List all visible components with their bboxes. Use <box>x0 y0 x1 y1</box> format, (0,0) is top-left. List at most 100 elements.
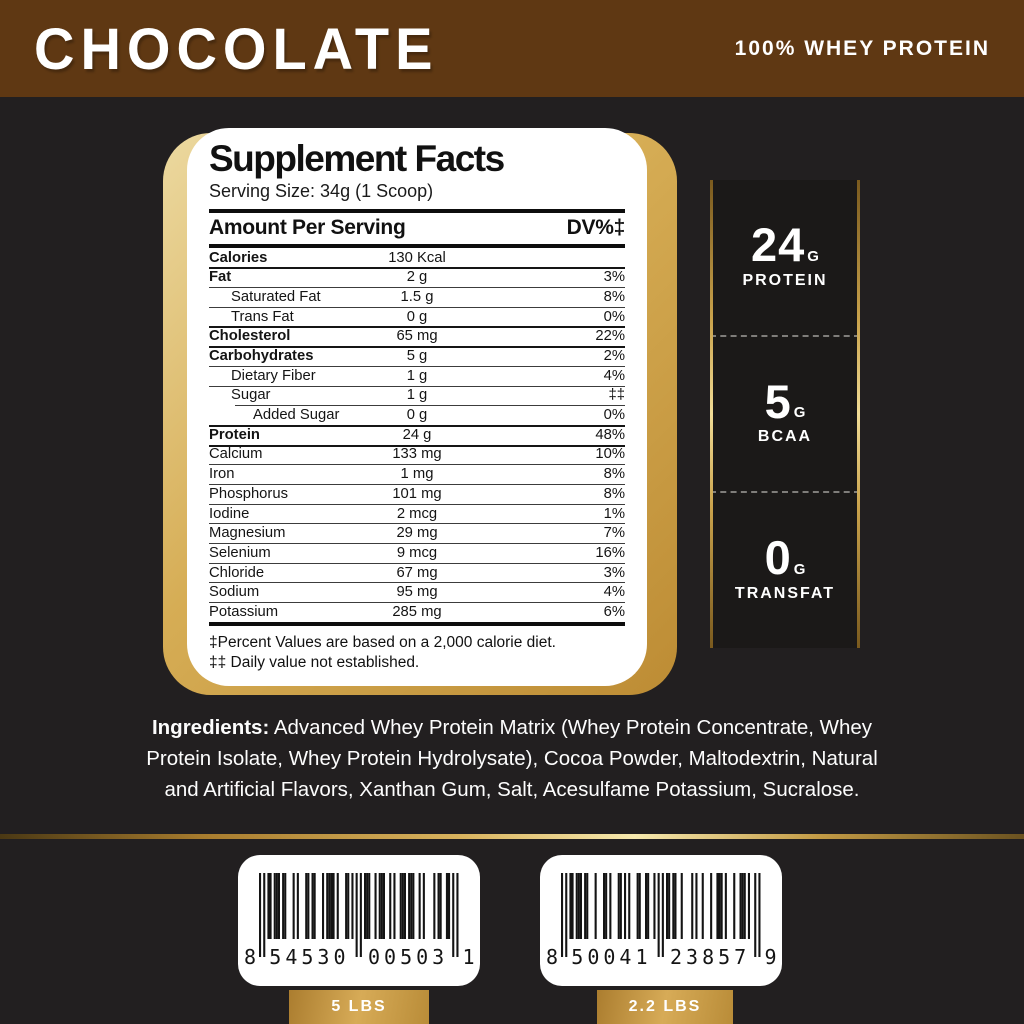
footnotes: ‡Percent Values are based on a 2,000 cal… <box>209 633 625 674</box>
nutrient-dv: 8% <box>603 485 625 502</box>
dv-header: DV%‡ <box>566 216 626 240</box>
ingredients-text: Advanced Whey Protein Matrix (Whey Prote… <box>146 716 878 802</box>
nutrient-name: Potassium <box>209 603 279 620</box>
barcode: 8 54530 00503 1 <box>243 855 475 974</box>
flavor-title: CHOCOLATE <box>34 15 439 82</box>
nutrient-amount: 1 g <box>406 387 428 404</box>
svg-text:00503: 00503 <box>368 945 448 969</box>
highlight-protein: 24 G PROTEIN <box>710 180 860 335</box>
nutrient-amount: 133 mg <box>392 446 442 463</box>
facts-row: Cholesterol 65 mg 22% <box>209 326 625 346</box>
svg-text:9: 9 <box>765 945 777 969</box>
nutrient-amount: 285 mg <box>392 603 442 620</box>
nutrient-dv: 0% <box>603 407 625 424</box>
nutrient-amount: 1 mg <box>400 466 434 483</box>
svg-text:8: 8 <box>546 945 558 969</box>
facts-row: Dietary Fiber 1 g 4% <box>209 365 625 386</box>
facts-row: Protein 24 g 48% <box>209 424 625 445</box>
nutrient-name: Saturated Fat <box>231 288 321 305</box>
supplement-facts-title: Supplement Facts <box>209 138 505 179</box>
highlights-rail: 24 G PROTEIN 5 G BCAA 0 G TRANSFAT <box>710 180 860 648</box>
facts-row: Sugar 1 g ‡‡ <box>209 385 625 406</box>
barcode: 8 50041 23857 9 <box>545 855 777 974</box>
nutrient-amount: 67 mg <box>396 564 438 581</box>
ingredients-paragraph: Ingredients: Advanced Whey Protein Matri… <box>145 712 880 805</box>
nutrient-name: Cholesterol <box>209 328 291 345</box>
nutrient-amount: 130 Kcal <box>388 249 446 266</box>
facts-row: Calcium 133 mg 10% <box>209 444 625 465</box>
nutrient-amount: 95 mg <box>396 584 438 601</box>
protein-label: PROTEIN <box>742 271 828 289</box>
product-name: 100% WHEY PROTEIN <box>734 36 990 60</box>
svg-text:1: 1 <box>463 945 475 969</box>
ingredients-label: Ingredients: <box>151 716 270 739</box>
nutrient-dv: 4% <box>603 367 625 384</box>
nutrient-dv: 4% <box>603 584 625 601</box>
protein-grams: 24 <box>751 217 806 271</box>
header-bar: CHOCOLATE 100% WHEY PROTEIN <box>0 0 1024 97</box>
highlight-value: 5 G <box>764 374 806 428</box>
supplement-facts-panel: Supplement Facts Serving Size: 34g (1 Sc… <box>187 128 647 686</box>
nutrient-amount: 0 g <box>406 407 428 424</box>
transfat-unit: G <box>793 561 806 579</box>
facts-table-body: Calories 130 Kcal Fat 2 g 3% Saturated Fat 1.5… <box>209 248 625 622</box>
nutrient-dv: 7% <box>603 525 625 542</box>
nutrient-amount: 9 mcg <box>396 544 438 561</box>
facts-row: Phosphorus 101 mg 8% <box>209 483 625 504</box>
nutrient-dv: 8% <box>603 466 625 483</box>
transfat-grams: 0 <box>764 531 792 585</box>
highlight-bcaa: 5 G BCAA <box>710 334 860 492</box>
transfat-label: TRANSFAT <box>734 585 836 603</box>
nutrient-name: Iron <box>209 466 235 483</box>
facts-row: Potassium 285 mg 6% <box>209 602 625 622</box>
amount-per-serving-header: Amount Per Serving <box>209 216 406 240</box>
svg-text:8: 8 <box>244 945 256 969</box>
nutrient-amount: 29 mg <box>396 525 438 542</box>
serving-size: Serving Size: 34g (1 Scoop) <box>209 180 434 201</box>
protein-unit: G <box>807 247 819 265</box>
nutrient-dv: 16% <box>595 544 625 561</box>
svg-text:54530: 54530 <box>269 945 349 969</box>
facts-header-row: Amount Per Serving DV%‡ <box>209 213 625 244</box>
nutrient-dv: 2% <box>603 348 625 365</box>
weight-tag-5lbs: 5 LBS <box>289 990 429 1024</box>
nutrient-dv: 1% <box>603 505 625 522</box>
facts-row: Added Sugar 0 g 0% <box>209 405 625 425</box>
facts-row: Magnesium 29 mg 7% <box>209 523 625 543</box>
nutrient-name: Added Sugar <box>253 407 340 424</box>
facts-row: Iodine 2 mcg 1% <box>209 503 625 524</box>
svg-text:50041: 50041 <box>571 945 651 969</box>
nutrient-amount: 65 mg <box>396 328 438 345</box>
bcaa-label: BCAA <box>757 428 813 446</box>
gold-divider <box>0 834 1024 839</box>
nutrient-dv: 3% <box>603 269 625 286</box>
facts-row: Trans Fat 0 g 0% <box>209 306 625 327</box>
nutrient-name: Carbohydrates <box>209 348 314 365</box>
highlight-transfat: 0 G TRANSFAT <box>710 491 860 648</box>
facts-row: Fat 2 g 3% <box>209 267 625 287</box>
barcode-card-2lbs: 8 50041 23857 9 <box>540 855 782 986</box>
nutrient-name: Fat <box>209 269 232 286</box>
nutrient-amount: 1.5 g <box>400 288 434 305</box>
nutrient-name: Sugar <box>231 387 271 404</box>
nutrient-name: Phosphorus <box>209 485 288 502</box>
highlight-value: 0 G <box>764 531 806 585</box>
facts-row: Carbohydrates 5 g 2% <box>209 346 625 366</box>
nutrient-amount: 1 g <box>406 367 428 384</box>
nutrient-amount: 2 mcg <box>396 505 438 522</box>
bcaa-grams: 5 <box>764 374 792 428</box>
barcode-card-5lbs: 8 54530 00503 1 <box>238 855 480 986</box>
nutrient-name: Sodium <box>209 584 260 601</box>
nutrient-dv: ‡‡ <box>608 387 625 404</box>
nutrient-name: Magnesium <box>209 525 286 542</box>
footnote-ndv: ‡‡ Daily value not established. <box>209 654 420 672</box>
thick-rule <box>209 621 625 626</box>
weight-tag-2lbs: 2.2 LBS <box>597 990 733 1024</box>
nutrient-name: Calories <box>209 249 268 266</box>
nutrient-name: Chloride <box>209 564 265 581</box>
facts-row: Sodium 95 mg 4% <box>209 582 625 602</box>
facts-row: Calories 130 Kcal <box>209 248 625 268</box>
nutrient-dv: 3% <box>603 564 625 581</box>
nutrient-amount: 5 g <box>406 348 428 365</box>
